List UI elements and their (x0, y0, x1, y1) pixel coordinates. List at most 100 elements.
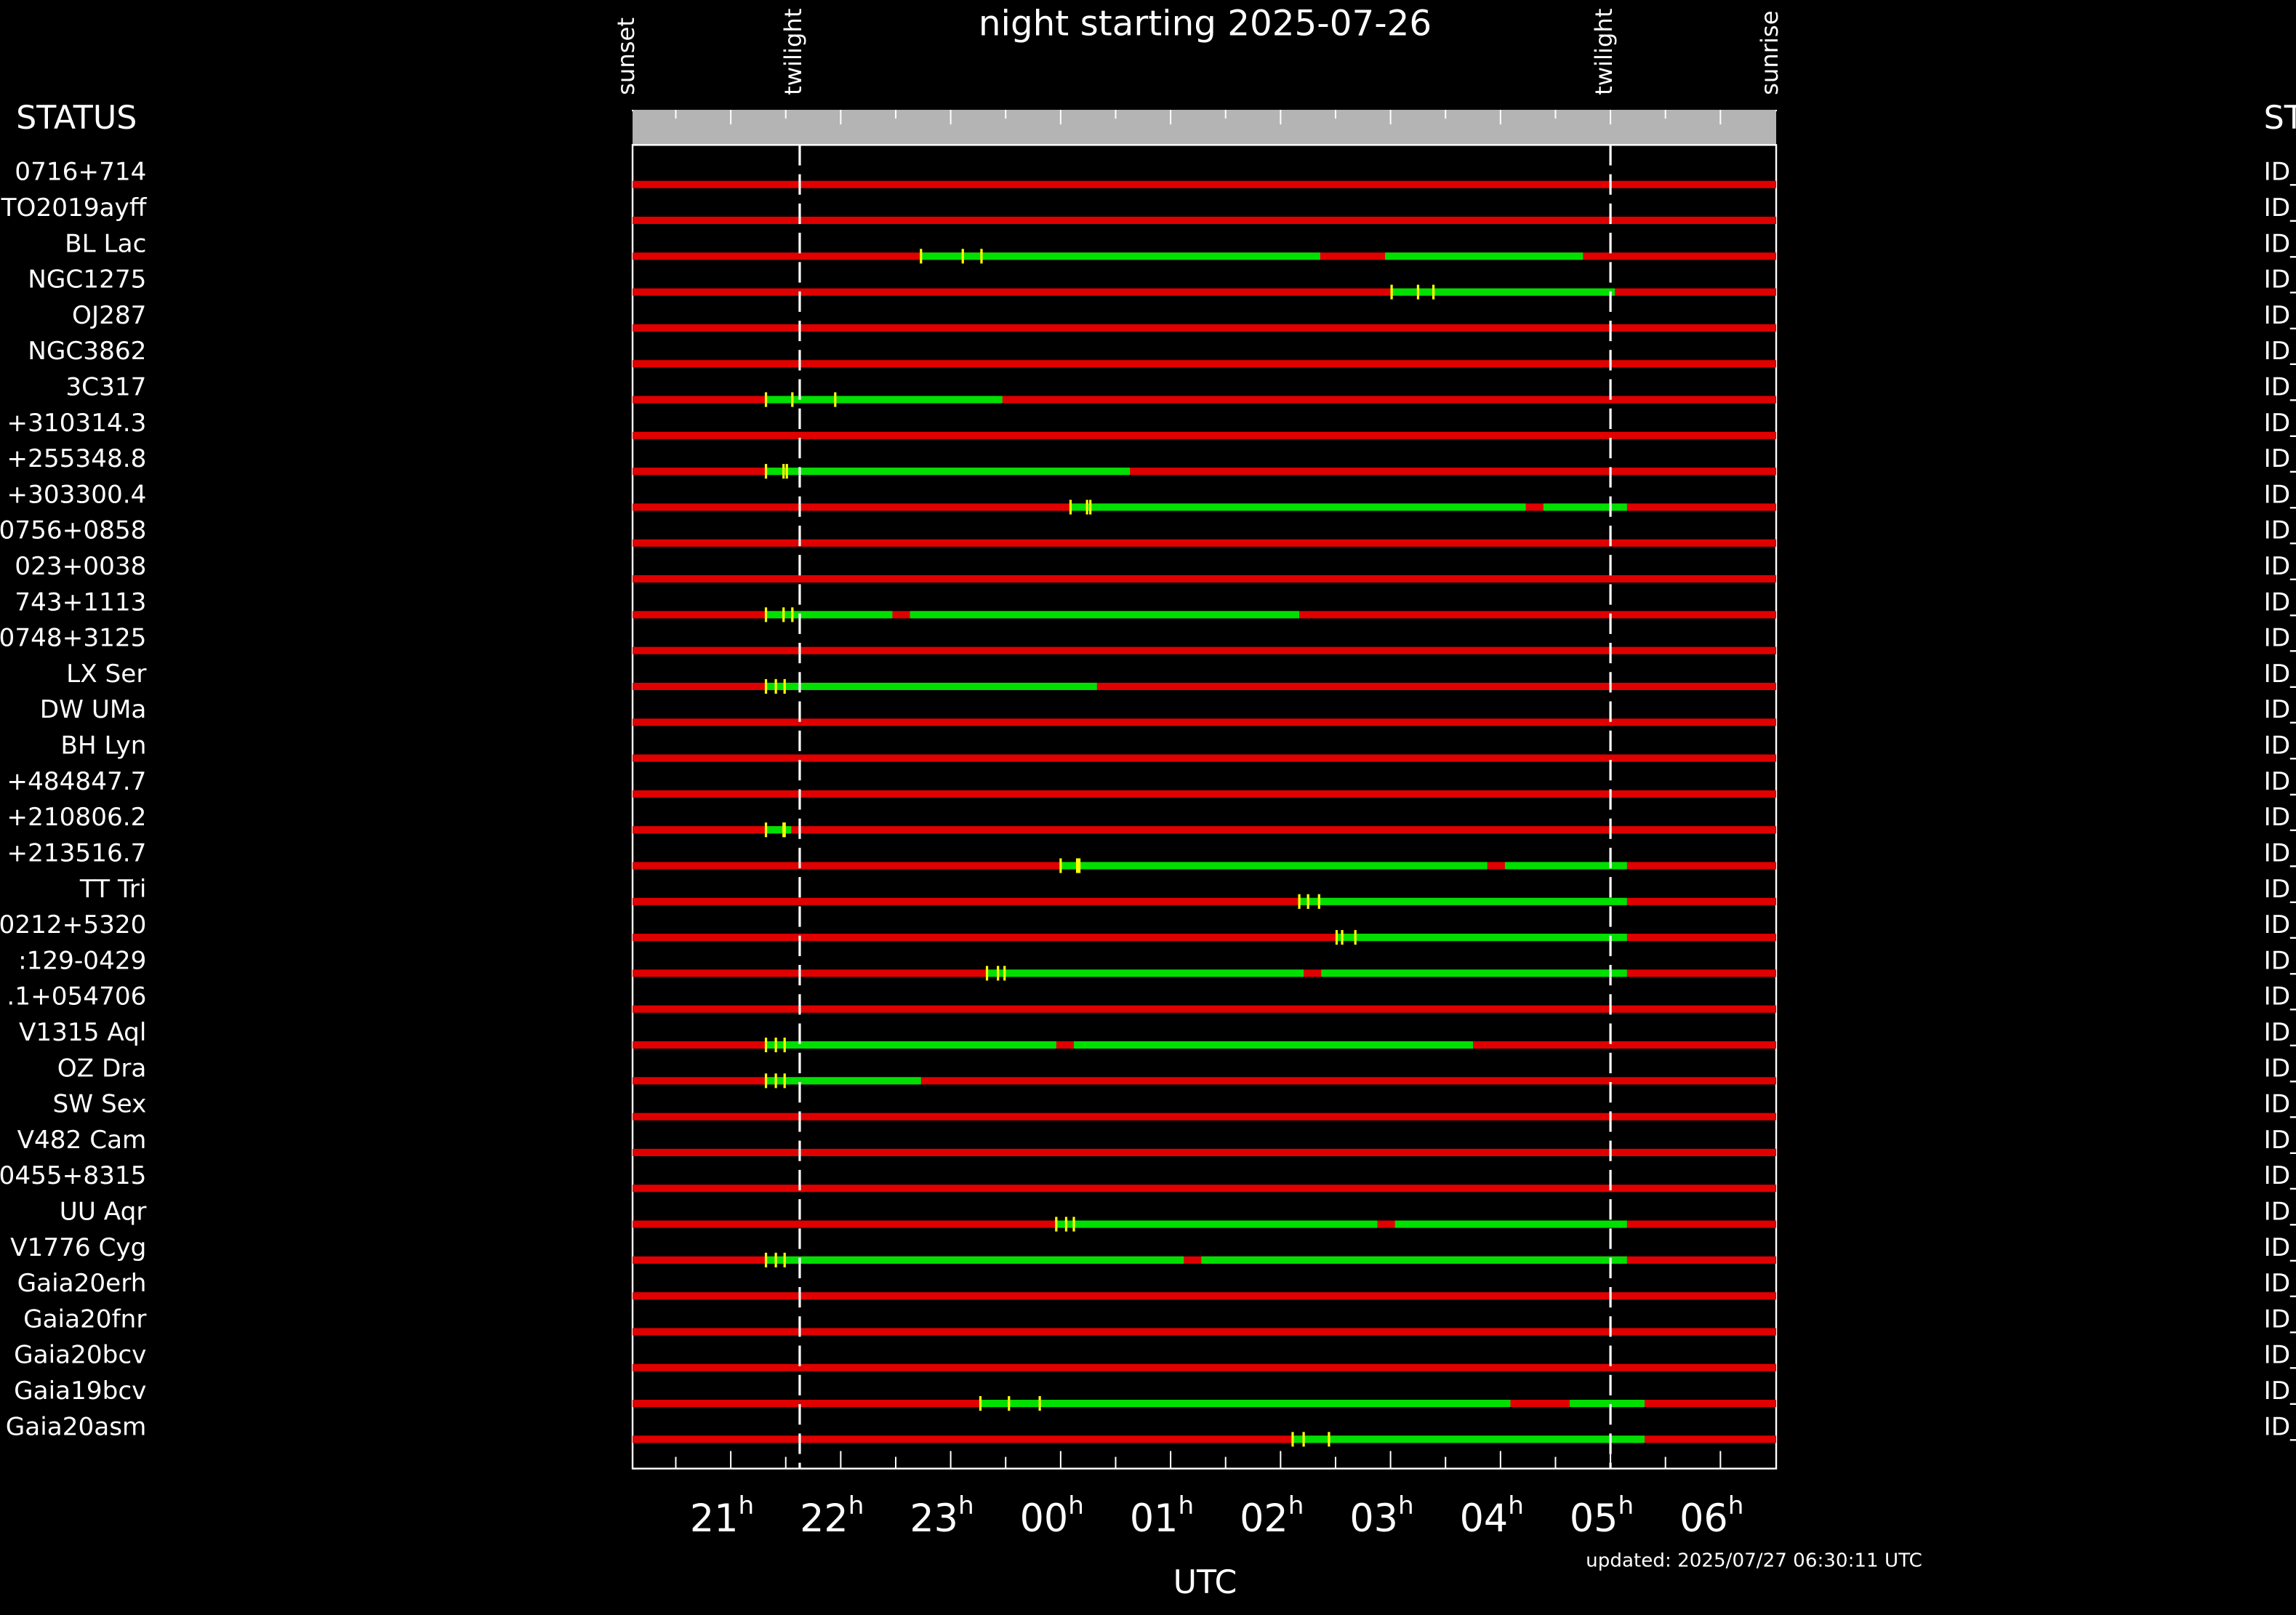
observable-segment (1385, 252, 1583, 260)
x-tick-label: 00h (1020, 1491, 1084, 1541)
observable-segment (766, 1041, 1056, 1049)
x-tick-number: 05 (1570, 1496, 1618, 1541)
unobservable-bar (633, 1363, 1777, 1371)
target-name: V1315 Aql (19, 1018, 146, 1047)
observable-segment (1543, 503, 1627, 511)
target-name: OJ287 (72, 301, 146, 330)
target-name: 0212+5320 (0, 910, 146, 939)
x-axis-label: UTC (1173, 1564, 1237, 1601)
unobservable-bar (633, 718, 1777, 726)
x-tick-label: 06h (1679, 1491, 1743, 1541)
observable-segment (766, 1077, 921, 1085)
unobservable-bar (633, 790, 1777, 798)
target-name: +255348.8 (7, 444, 146, 473)
x-tick-unit: h (1618, 1491, 1634, 1520)
unobservable-bar (633, 682, 1777, 691)
observable-segment (1336, 934, 1627, 942)
unobservable-bar (633, 1292, 1777, 1300)
target-name: 0756+0858 (0, 516, 146, 545)
target-id: ID_ (2264, 409, 2296, 438)
x-tick-label: 01h (1130, 1491, 1194, 1541)
observable-segment (1056, 1220, 1378, 1228)
target-id: ID_ (2264, 875, 2296, 904)
target-id: ID_ (2264, 193, 2296, 223)
observable-segment (766, 611, 893, 619)
x-tick-unit: h (739, 1491, 755, 1520)
target-name: OZ Dra (57, 1054, 147, 1083)
target-id: ID_ (2264, 732, 2296, 761)
x-tick-number: 22 (800, 1496, 848, 1541)
target-name: Gaia19bcv (14, 1376, 146, 1406)
x-tick-number: 02 (1240, 1496, 1288, 1541)
target-name: Gaia20fnr (23, 1305, 147, 1334)
target-name: 0748+3125 (0, 624, 146, 653)
x-tick-number: 03 (1349, 1496, 1398, 1541)
x-tick-number: 21 (690, 1496, 739, 1541)
observable-segment (920, 252, 1320, 260)
x-tick-number: 06 (1679, 1496, 1728, 1541)
x-tick-unit: h (1728, 1491, 1744, 1520)
target-name: TT Tri (79, 875, 147, 904)
target-name: TO2019ayff (1, 193, 148, 223)
unobservable-bar (633, 180, 1777, 188)
unobservable-bar (633, 826, 1777, 834)
observable-segment (766, 396, 1003, 404)
target-name: Gaia20asm (6, 1412, 147, 1441)
target-name: V482 Cam (17, 1126, 147, 1155)
observable-segment (766, 1256, 1184, 1264)
observable-segment (1292, 1435, 1645, 1443)
target-id: ID_ (2264, 1018, 2296, 1047)
unobservable-bar (633, 1077, 1777, 1085)
unobservable-bar (633, 468, 1777, 476)
target-name: :129-0429 (18, 946, 146, 975)
target-id: ID_ (2264, 1376, 2296, 1406)
target-id: ID_ (2264, 229, 2296, 258)
target-name: 023+0038 (15, 552, 146, 581)
target-name: +303300.4 (7, 480, 146, 509)
unobservable-bar (633, 754, 1777, 762)
observable-segment (1570, 1400, 1645, 1408)
x-tick-number: 04 (1460, 1496, 1509, 1541)
observable-segment (766, 826, 792, 834)
target-name: +210806.2 (7, 803, 146, 832)
marker-label: sunset (612, 17, 640, 95)
target-id: ID_ (2264, 1341, 2296, 1370)
x-tick-unit: h (1068, 1491, 1084, 1520)
target-id: ID_ (2264, 803, 2296, 832)
target-name: +310314.3 (7, 409, 146, 438)
updated-note: updated: 2025/07/27 06:30:11 UTC (1586, 1550, 1922, 1572)
target-name: Gaia20erh (17, 1269, 147, 1298)
observable-segment (1321, 969, 1627, 977)
marker-label: twilight (1590, 9, 1618, 95)
status-header: STATUS (16, 100, 137, 137)
target-name: UU Aqr (60, 1198, 148, 1227)
unobservable-bar (633, 934, 1777, 942)
target-name: SW Sex (53, 1090, 147, 1119)
unobservable-bar (633, 288, 1777, 296)
plot-frame (631, 144, 1778, 1470)
target-id: ID_ (2264, 158, 2296, 187)
x-tick-label: 03h (1349, 1491, 1413, 1541)
observable-segment (1394, 1220, 1627, 1228)
unobservable-bar (633, 897, 1777, 905)
target-name: 0455+8315 (0, 1161, 146, 1190)
observable-segment (987, 969, 1304, 977)
target-id: ID_ (2264, 1090, 2296, 1119)
observable-segment (1070, 503, 1526, 511)
observable-segment (766, 682, 1097, 691)
target-id: ID_ (2264, 838, 2296, 867)
x-tick-label: 22h (800, 1491, 864, 1541)
observable-segment (1299, 897, 1627, 905)
observable-segment (980, 1400, 1511, 1408)
target-name: LX Ser (66, 660, 147, 689)
x-tick-number: 01 (1130, 1496, 1179, 1541)
target-name: 0716+714 (15, 158, 146, 187)
target-id: ID_ (2264, 1233, 2296, 1262)
x-tick-label: 23h (910, 1491, 974, 1541)
x-tick-unit: h (1398, 1491, 1414, 1520)
target-name: +484847.7 (7, 767, 146, 796)
unobservable-bar (633, 1148, 1777, 1156)
target-id: ID_ (2264, 444, 2296, 473)
